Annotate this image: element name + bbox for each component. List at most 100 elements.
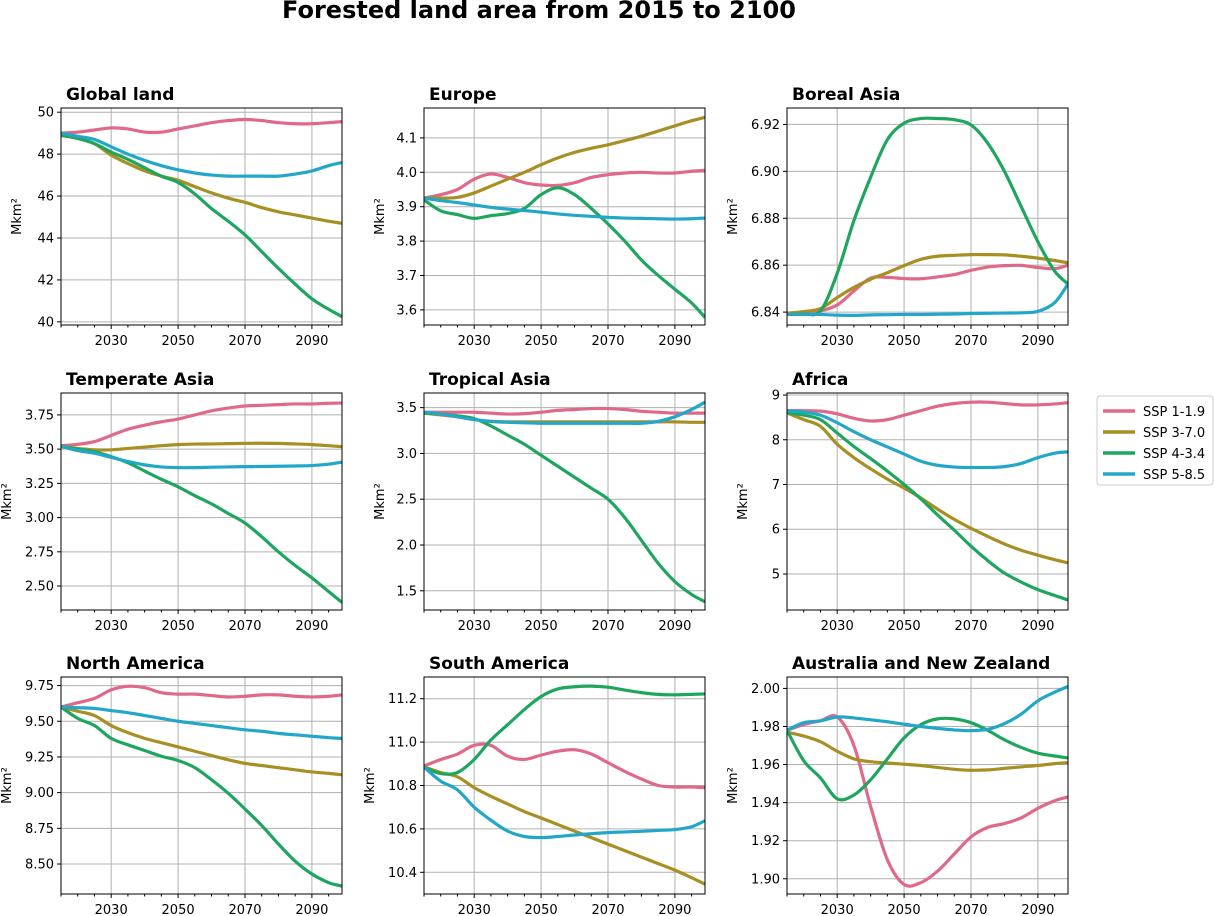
panel-boreal-asia: 2030 2050 2070 2090 6.84 6.86 6.88 6.90 6.92 Bore… — [726, 85, 1069, 349]
x-tick-label: 2030 — [821, 619, 854, 634]
panel-north-america: 2030 2050 2070 2090 8.50 8.75 9.00 9.25 9.50 9.75… — [0, 654, 343, 916]
series-line-ssp-3-7-0 — [61, 133, 342, 225]
series-line-ssp-3-7-0 — [61, 441, 342, 452]
series-line-ssp-3-7-0 — [787, 252, 1068, 315]
y-axis-label: Mkm² — [373, 198, 388, 235]
series-line-ssp-5-8-5 — [61, 705, 342, 740]
panel-title: Global land — [66, 85, 174, 105]
axes-frame — [786, 676, 1069, 895]
panel-africa: 2030 2050 2070 2090 5 6 7 8 9 Africa Mkm² — [736, 370, 1069, 634]
y-tick-label: 9.50 — [25, 715, 54, 730]
axes-frame — [423, 392, 706, 611]
x-tick-label: 2070 — [954, 334, 987, 349]
y-tick-label: 1.98 — [751, 720, 780, 735]
y-tick-label: 3.00 — [25, 511, 54, 526]
y-tick-label: 10.8 — [388, 779, 417, 794]
series-line-ssp-5-8-5 — [424, 765, 705, 840]
series-line-ssp-3-7-0 — [787, 730, 1068, 772]
x-tick-label: 2070 — [228, 619, 261, 634]
y-tick-label: 50 — [37, 106, 54, 121]
panel-title: South America — [429, 654, 569, 674]
x-tick-label: 2090 — [1021, 334, 1054, 349]
y-tick-label: 9.25 — [25, 750, 54, 765]
series-line-ssp-1-1-9 — [61, 117, 342, 135]
x-tick-label: 2030 — [458, 619, 491, 634]
x-tick-label: 2070 — [591, 334, 624, 349]
y-tick-label: 8.75 — [25, 822, 54, 837]
y-tick-label: 11.0 — [388, 736, 417, 751]
y-axis-label: Mkm² — [736, 483, 751, 520]
y-tick-label: 1.96 — [751, 758, 780, 773]
panel-title: North America — [66, 654, 205, 674]
y-tick-label: 2.5 — [396, 493, 417, 508]
series-line-ssp-5-8-5 — [424, 196, 705, 221]
panel-title: Australia and New Zealand — [792, 654, 1050, 674]
y-tick-label: 3.9 — [396, 200, 417, 215]
series-line-ssp-1-1-9 — [787, 400, 1068, 423]
panel-title: Europe — [429, 85, 496, 105]
x-tick-label: 2070 — [591, 903, 624, 916]
y-tick-label: 1.92 — [751, 834, 780, 849]
legend-box — [1096, 395, 1214, 486]
y-axis-label: Mkm² — [363, 767, 378, 804]
axes-frame — [60, 676, 343, 895]
series-line-ssp-4-3-4 — [787, 411, 1068, 602]
axes-frame — [60, 107, 343, 326]
series-line-ssp-5-8-5 — [787, 409, 1068, 470]
series-line-ssp-1-1-9 — [424, 742, 705, 790]
x-tick-label: 2030 — [458, 903, 491, 916]
y-tick-label: 3.5 — [396, 401, 417, 416]
x-tick-label: 2050 — [888, 334, 921, 349]
x-tick-label: 2070 — [954, 903, 987, 916]
y-tick-label: 1.94 — [751, 796, 780, 811]
axes-frame — [786, 107, 1069, 326]
y-tick-label: 2.50 — [25, 580, 54, 595]
x-tick-label: 2070 — [954, 619, 987, 634]
legend: SSP 1-1.9 SSP 3-7.0 SSP 4-3.4 SSP 5-8.5 — [1096, 395, 1214, 486]
axes-frame — [786, 392, 1069, 611]
y-tick-label: 3.50 — [25, 443, 54, 458]
series-line-ssp-1-1-9 — [787, 263, 1068, 317]
series-line-ssp-1-1-9 — [424, 406, 705, 416]
x-tick-label: 2030 — [95, 619, 128, 634]
series-line-ssp-4-3-4 — [787, 716, 1068, 802]
y-tick-label: 48 — [37, 148, 54, 163]
axes-frame — [60, 392, 343, 611]
y-tick-label: 5 — [772, 567, 780, 582]
series-line-ssp-5-8-5 — [787, 283, 1068, 317]
panel-australia-and-new-zealand: 2030 2050 2070 2090 1.90 1.92 1.94 1.96 1.98 2.00… — [726, 654, 1069, 916]
y-axis-label: Mkm² — [726, 767, 741, 804]
x-tick-label: 2090 — [658, 619, 691, 634]
series-line-ssp-5-8-5 — [61, 444, 342, 470]
series-line-ssp-4-3-4 — [787, 116, 1068, 317]
x-tick-label: 2090 — [1021, 619, 1054, 634]
y-tick-label: 7 — [772, 478, 780, 493]
y-tick-label: 3.8 — [396, 235, 417, 250]
y-axis-label: Mkm² — [373, 483, 388, 520]
panel-title: Boreal Asia — [792, 85, 900, 105]
y-tick-label: 2.00 — [751, 682, 780, 697]
y-tick-label: 42 — [37, 273, 54, 288]
series-line-ssp-1-1-9 — [61, 401, 342, 448]
x-tick-label: 2050 — [162, 334, 195, 349]
y-tick-label: 8.50 — [25, 858, 54, 873]
x-tick-label: 2030 — [821, 903, 854, 916]
panel-europe: 2030 2050 2070 2090 3.6 3.7 3.8 3.9 4.0 4.1 Europe… — [373, 85, 706, 349]
series-line-ssp-1-1-9 — [424, 168, 705, 200]
x-tick-label: 2090 — [1021, 903, 1054, 916]
panel-title: Africa — [792, 370, 848, 390]
y-tick-label: 2.0 — [396, 538, 417, 553]
y-axis-label: Mkm² — [10, 198, 25, 235]
series-line-ssp-4-3-4 — [424, 186, 705, 319]
x-tick-label: 2070 — [228, 334, 261, 349]
panel-south-america: 2030 2050 2070 2090 10.4 10.6 10.8 11.0 11.2 Sout… — [363, 654, 706, 916]
series-line-ssp-1-1-9 — [61, 684, 342, 709]
series-line-ssp-4-3-4 — [61, 444, 342, 604]
x-tick-label: 2030 — [95, 903, 128, 916]
panel-tropical-asia: 2030 2050 2070 2090 1.5 2.0 2.5 3.0 3.5 Tropical … — [373, 370, 706, 634]
x-tick-label: 2090 — [658, 334, 691, 349]
y-axis-label: Mkm² — [726, 198, 741, 235]
legend-label: SSP 1-1.9 — [1143, 405, 1205, 420]
x-tick-label: 2030 — [458, 334, 491, 349]
legend-label: SSP 3-7.0 — [1143, 426, 1205, 441]
